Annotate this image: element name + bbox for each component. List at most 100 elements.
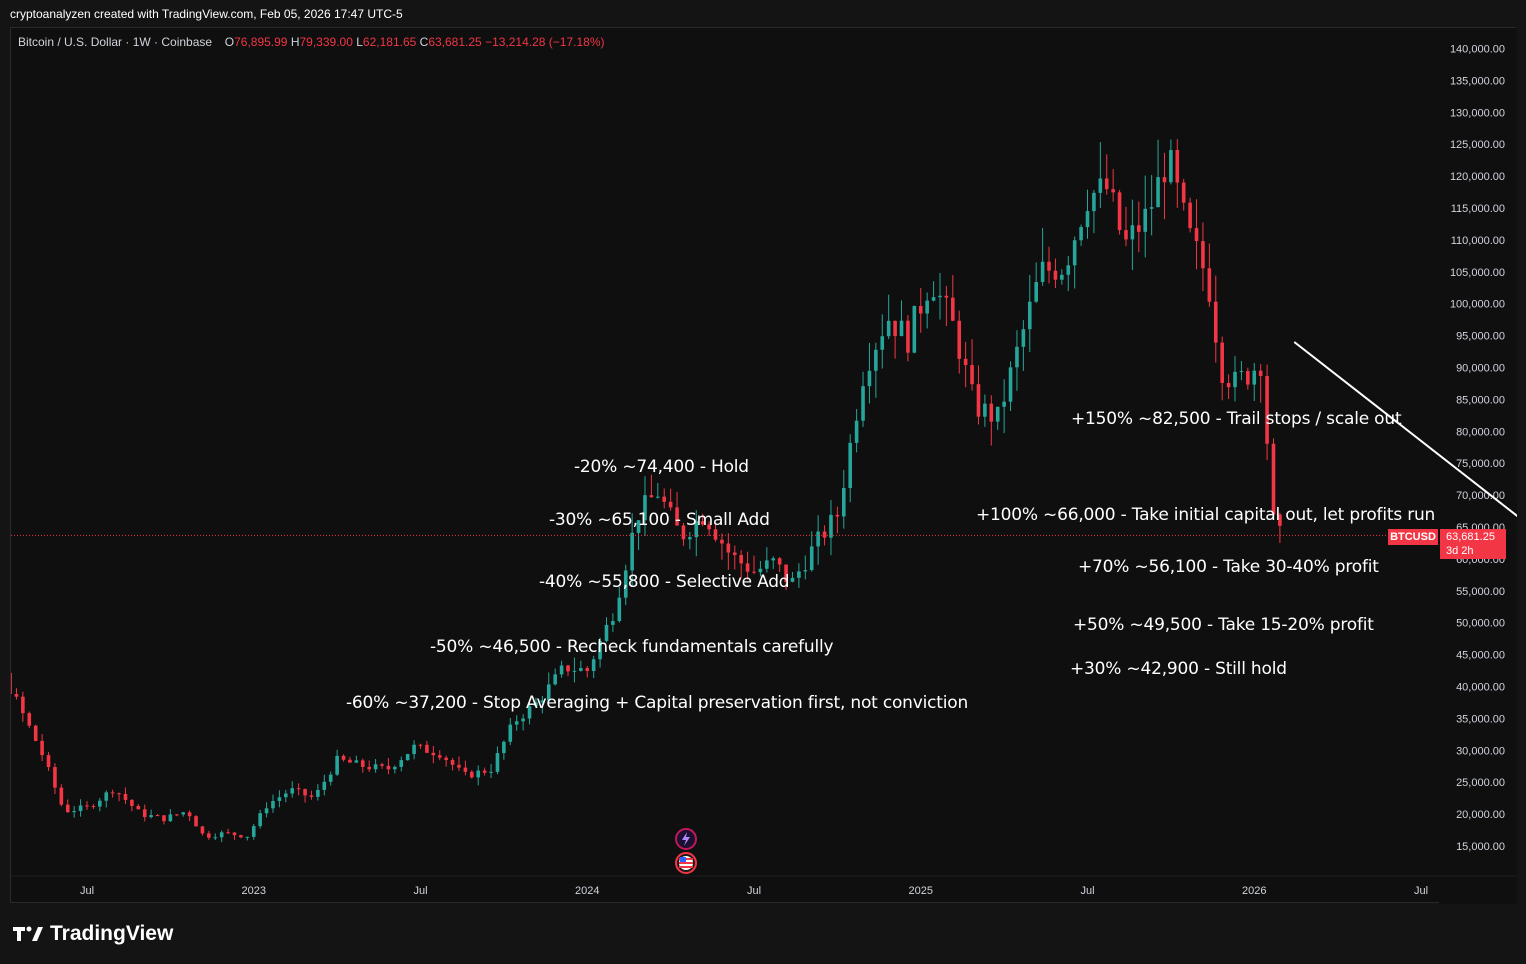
candle-body bbox=[675, 507, 679, 526]
annotation-plus-70: +70% ~56,100 - Take 30-40% profit bbox=[1078, 557, 1379, 577]
candle-body bbox=[1021, 329, 1026, 347]
candle-body bbox=[335, 755, 339, 775]
candle-body bbox=[784, 564, 788, 582]
legend-high-label: H bbox=[290, 35, 300, 49]
candle-body bbox=[1085, 211, 1090, 228]
candle-body bbox=[1201, 241, 1205, 269]
candle-body bbox=[1278, 514, 1282, 526]
candle-body bbox=[867, 370, 872, 387]
candle-body bbox=[495, 753, 500, 772]
candle-body bbox=[482, 770, 487, 773]
candle-body bbox=[1194, 228, 1199, 242]
annotation-plus-150: +150% ~82,500 - Trail stops / scale out bbox=[1071, 409, 1402, 429]
candle-body bbox=[405, 754, 410, 761]
candle-body bbox=[989, 403, 994, 422]
legend-open-label: O bbox=[224, 35, 235, 49]
us-flag-event-icon[interactable] bbox=[675, 852, 697, 874]
candle-body bbox=[816, 531, 820, 547]
candle-body bbox=[258, 813, 262, 827]
candle-body bbox=[316, 789, 320, 797]
candle-body bbox=[284, 793, 288, 798]
candle-body bbox=[1072, 240, 1077, 266]
tradingview-logo[interactable]: TradingView bbox=[12, 922, 173, 946]
candle-body bbox=[251, 826, 256, 837]
legend-change: −13,214.28 (−17.18%) bbox=[485, 35, 605, 49]
annotation-plus-50: +50% ~49,500 - Take 15-20% profit bbox=[1073, 615, 1374, 635]
candle-body bbox=[207, 833, 211, 838]
legend-low-value: 62,181.65 bbox=[362, 35, 417, 49]
price-chart[interactable]: 15,000.00 20,000.00 25,000.00 30,000.00 35,0… bbox=[11, 28, 1517, 904]
candle-body bbox=[412, 744, 416, 755]
candle-body bbox=[893, 320, 897, 337]
y-tick-label: 25,000.00 bbox=[1456, 777, 1505, 789]
candle-body bbox=[117, 793, 121, 795]
y-tick-label: 140,000.00 bbox=[1450, 44, 1505, 56]
candle-body bbox=[662, 496, 667, 502]
candle-body bbox=[906, 320, 910, 353]
candle-body bbox=[1156, 177, 1160, 208]
annotation-plus-30: +30% ~42,900 - Still hold bbox=[1070, 659, 1287, 679]
candle-body bbox=[264, 808, 269, 814]
candle-body bbox=[431, 752, 436, 756]
brand-name: TradingView bbox=[50, 922, 174, 945]
candle-body bbox=[688, 537, 692, 540]
candle-body bbox=[1169, 150, 1173, 183]
candle-body bbox=[277, 797, 282, 801]
legend-low-label: L bbox=[356, 35, 363, 49]
candle-body bbox=[219, 832, 224, 838]
candle-body bbox=[553, 674, 557, 685]
y-tick-label: 90,000.00 bbox=[1456, 363, 1505, 375]
candle-body bbox=[232, 832, 237, 836]
candle-body bbox=[732, 552, 737, 556]
candle-body bbox=[21, 696, 25, 714]
candle-body bbox=[174, 814, 179, 816]
candle-body bbox=[367, 766, 371, 770]
candle-body bbox=[162, 815, 166, 822]
candle-body bbox=[649, 495, 654, 498]
chart-area[interactable]: 15,000.00 20,000.00 25,000.00 30,000.00 35,0… bbox=[10, 27, 1517, 904]
annotation-minus-40: -40% ~55,800 - Selective Add bbox=[539, 572, 790, 592]
candle-body bbox=[508, 724, 513, 742]
x-tick-label: Jul bbox=[80, 885, 94, 897]
annotation-minus-60: -60% ~37,200 - Stop Averaging + Capital … bbox=[346, 693, 969, 713]
y-tick-label: 15,000.00 bbox=[1456, 841, 1505, 853]
annotation-minus-50: -50% ~46,500 - Recheck fundamentals care… bbox=[430, 637, 834, 657]
candle-body bbox=[123, 793, 128, 800]
candle-body bbox=[918, 306, 923, 314]
x-tick-label: Jul bbox=[747, 885, 761, 897]
candle-body bbox=[995, 406, 1000, 422]
x-tick-label: Jul bbox=[413, 885, 427, 897]
candle-body bbox=[348, 759, 352, 763]
candle-body bbox=[1188, 202, 1192, 229]
candle-body bbox=[880, 336, 885, 350]
candle-body bbox=[617, 597, 622, 622]
y-tick-label: 120,000.00 bbox=[1450, 171, 1505, 183]
candle-body bbox=[1098, 178, 1103, 193]
bar-countdown: 3d 2h bbox=[1446, 545, 1474, 557]
candle-body bbox=[527, 706, 532, 719]
candle-body bbox=[1104, 178, 1109, 190]
y-tick-label: 40,000.00 bbox=[1456, 682, 1505, 694]
candle-body bbox=[354, 760, 359, 763]
candle-body bbox=[271, 800, 275, 809]
candle-body bbox=[457, 764, 461, 768]
y-tick-label: 20,000.00 bbox=[1456, 809, 1505, 821]
candle-body bbox=[1015, 346, 1019, 368]
candle-body bbox=[1137, 225, 1141, 232]
candle-body bbox=[142, 809, 147, 818]
candle-body bbox=[1181, 182, 1186, 203]
candle-body bbox=[40, 740, 44, 756]
candle-body bbox=[1220, 342, 1224, 383]
candle-body bbox=[803, 570, 808, 572]
x-tick-label: 2025 bbox=[909, 885, 933, 897]
y-tick-label: 70,000.00 bbox=[1456, 490, 1505, 502]
x-tick-label: 2024 bbox=[575, 885, 599, 897]
candle-body bbox=[78, 805, 83, 812]
lightning-event-icon[interactable] bbox=[675, 828, 697, 850]
candle-body bbox=[861, 386, 865, 421]
candle-body bbox=[1149, 207, 1154, 209]
x-tick-label: 2023 bbox=[242, 885, 266, 897]
candle-body bbox=[1213, 301, 1218, 343]
candle-body bbox=[155, 815, 160, 817]
candle-body bbox=[598, 640, 602, 660]
